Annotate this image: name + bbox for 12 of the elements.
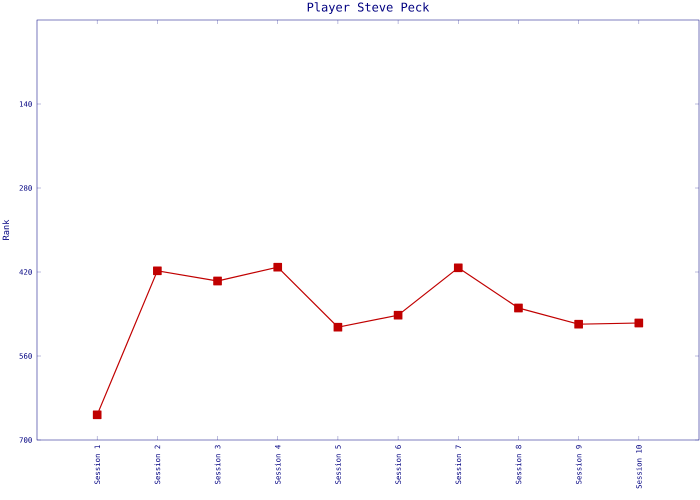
point xyxy=(334,322,342,332)
point xyxy=(454,263,463,272)
point xyxy=(153,266,162,276)
point xyxy=(634,318,644,328)
point xyxy=(92,410,102,420)
y-axis-title: Rank xyxy=(2,220,10,240)
point xyxy=(574,320,583,329)
point xyxy=(213,276,222,286)
point xyxy=(514,304,523,312)
point xyxy=(273,262,282,272)
point xyxy=(394,310,402,320)
chart-title: Player Steve Peck xyxy=(308,2,430,14)
